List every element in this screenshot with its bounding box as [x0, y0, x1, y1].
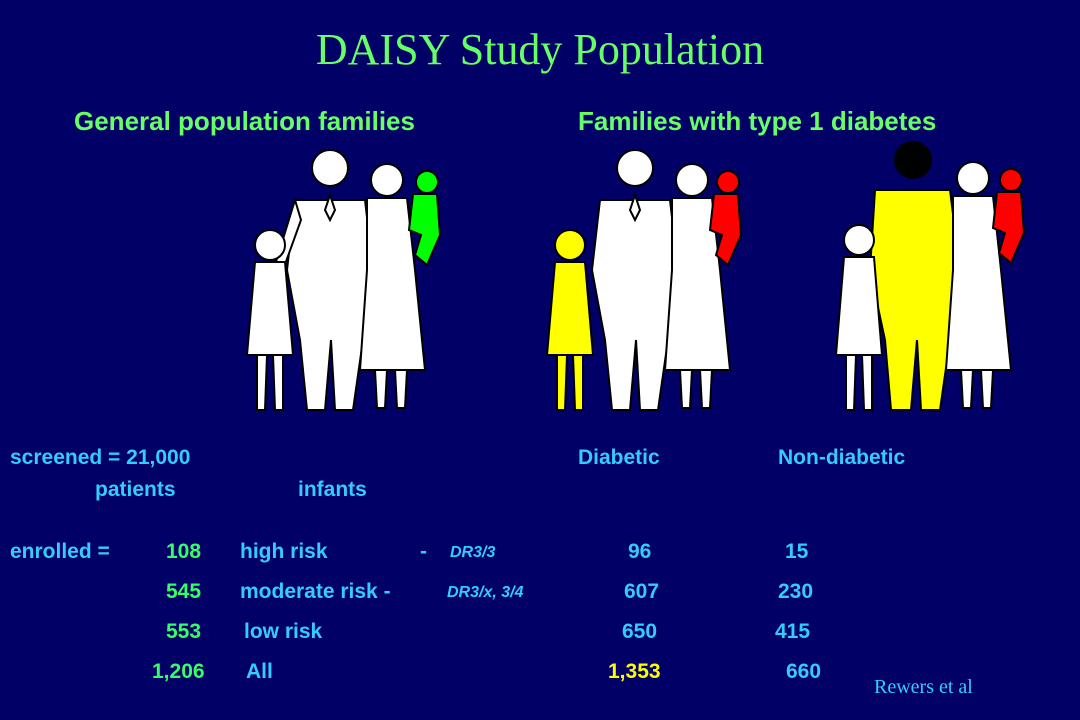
diabetic-high-risk-count: 96 — [628, 540, 652, 563]
diabetic-all-count: 1,353 — [608, 660, 661, 683]
nondiabetic-all-count: 660 — [786, 660, 822, 683]
group-heading-general: General population families — [74, 106, 415, 136]
enrolled-label: enrolled = — [10, 540, 110, 563]
screened-label: screened = 21,000 — [10, 446, 191, 469]
diabetic-low-risk-count: 650 — [622, 620, 658, 643]
enrolled-low-risk-count: 553 — [166, 620, 202, 643]
family-general-icon — [245, 149, 442, 411]
moderate-risk-genotype: DR3/x, 3/4 — [447, 584, 524, 601]
diabetic-moderate-risk-count: 607 — [624, 580, 660, 603]
high-risk-label: high risk — [240, 540, 328, 563]
family-diabetic-child-icon — [545, 149, 743, 411]
diabetic-column-header: Diabetic — [578, 446, 660, 469]
low-risk-label: low risk — [244, 620, 323, 643]
nondiabetic-high-risk-count: 15 — [785, 540, 809, 563]
high-risk-genotype: DR3/3 — [450, 544, 496, 561]
page-title: DAISY Study Population — [315, 25, 765, 74]
non-diabetic-column-header: Non-diabetic — [778, 446, 906, 469]
enrolled-high-risk-count: 108 — [166, 540, 202, 563]
high-risk-dash: - — [420, 540, 427, 563]
all-label: All — [246, 660, 273, 683]
enrolled-all-count: 1,206 — [152, 660, 205, 683]
patients-label: patients — [95, 478, 176, 501]
family-diabetic-father-icon — [834, 141, 1026, 411]
nondiabetic-moderate-risk-count: 230 — [778, 580, 814, 603]
infants-label: infants — [298, 478, 367, 501]
group-heading-diabetic: Families with type 1 diabetes — [578, 106, 937, 136]
nondiabetic-low-risk-count: 415 — [775, 620, 811, 643]
enrolled-moderate-risk-count: 545 — [166, 580, 202, 603]
moderate-risk-label: moderate risk - — [240, 580, 391, 603]
reference-citation: Rewers et al — [874, 676, 973, 698]
